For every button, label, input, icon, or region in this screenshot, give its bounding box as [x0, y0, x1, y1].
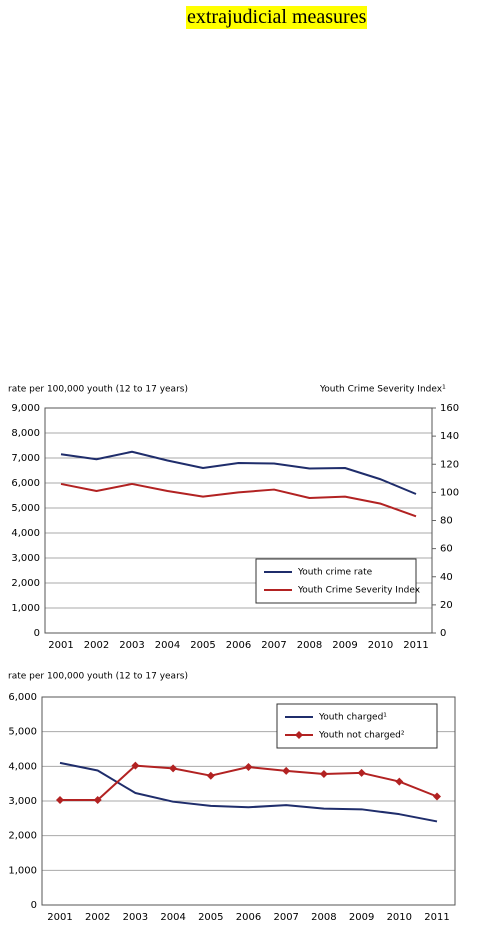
y2-tick-label: 140 — [440, 431, 459, 442]
legend-marker — [295, 731, 303, 739]
marker — [395, 777, 404, 786]
y-tick-label: 7,000 — [11, 453, 40, 464]
x-tick-label: 2011 — [424, 912, 449, 923]
x-tick-label: 2009 — [349, 912, 374, 923]
y-tick-label: 1,000 — [11, 603, 40, 614]
x-tick-label: 2005 — [198, 912, 223, 923]
series-line — [60, 482, 417, 518]
y-tick-label: 6,000 — [11, 478, 40, 489]
y-tick-label: 2,000 — [8, 831, 37, 842]
marker — [433, 792, 441, 801]
x-tick-label: 2002 — [84, 640, 109, 651]
legend-label: Youth not charged² — [318, 731, 405, 741]
y2-tick-label: 40 — [440, 572, 453, 583]
y-tick-label: 5,000 — [11, 503, 40, 514]
plot-frame — [44, 407, 433, 634]
y-tick-label: 0 — [34, 628, 40, 639]
marker — [319, 769, 328, 778]
y-tick-label: 0 — [31, 900, 37, 911]
series-line — [60, 450, 417, 495]
legend-box — [276, 703, 438, 749]
y-tick-label: 4,000 — [8, 761, 37, 772]
y-tick-label: 6,000 — [8, 692, 37, 703]
legend-label: Youth charged¹ — [318, 713, 387, 723]
marker — [244, 763, 253, 772]
x-tick-label: 2003 — [123, 912, 148, 923]
marker — [282, 766, 291, 775]
marker — [56, 795, 64, 804]
y2-tick-label: 160 — [440, 403, 459, 414]
x-tick-label: 2008 — [297, 640, 322, 651]
x-tick-label: 2010 — [368, 640, 393, 651]
x-tick-label: 2008 — [311, 912, 336, 923]
x-tick-label: 2007 — [273, 912, 298, 923]
x-tick-label: 2002 — [85, 912, 110, 923]
legend-label: Youth Crime Severity Index — [297, 586, 421, 596]
heading: extrajudicial measures — [186, 6, 368, 29]
x-tick-label: 2011 — [403, 640, 428, 651]
y-tick-label: 2,000 — [11, 578, 40, 589]
x-tick-label: 2009 — [332, 640, 357, 651]
y-tick-label: 9,000 — [11, 403, 40, 414]
x-tick-label: 2006 — [226, 640, 251, 651]
x-tick-label: 2001 — [48, 640, 73, 651]
x-tick-label: 2004 — [160, 912, 185, 923]
marker — [93, 795, 102, 804]
y-tick-label: 8,000 — [11, 428, 40, 439]
series-line — [59, 761, 438, 823]
y2-tick-label: 0 — [440, 628, 446, 639]
y-tick-label: 3,000 — [8, 796, 37, 807]
y-tick-label: 4,000 — [11, 528, 40, 539]
plot-frame — [41, 696, 456, 906]
y-axis-label: rate per 100,000 youth (12 to 17 years) — [8, 672, 188, 682]
y2-tick-label: 20 — [440, 600, 453, 611]
legend-label: Youth crime rate — [297, 568, 373, 578]
marker — [357, 768, 366, 777]
y2-tick-label: 100 — [440, 487, 459, 498]
y2-tick-label: 120 — [440, 459, 459, 470]
marker — [131, 761, 140, 770]
y-tick-label: 5,000 — [8, 727, 37, 738]
marker — [169, 764, 178, 773]
x-tick-label: 2010 — [387, 912, 412, 923]
x-tick-label: 2004 — [155, 640, 180, 651]
x-tick-label: 2005 — [190, 640, 215, 651]
y-tick-label: 3,000 — [11, 553, 40, 564]
x-tick-label: 2001 — [47, 912, 72, 923]
y2-tick-label: 80 — [440, 516, 453, 527]
marker — [206, 771, 215, 780]
y2-axis-label: Youth Crime Severity Index¹ — [319, 385, 446, 395]
legend-box — [255, 558, 417, 604]
x-tick-label: 2003 — [119, 640, 144, 651]
y-axis-label: rate per 100,000 youth (12 to 17 years) — [8, 385, 188, 395]
y-tick-label: 1,000 — [8, 865, 37, 876]
x-tick-label: 2007 — [261, 640, 286, 651]
x-tick-label: 2006 — [236, 912, 261, 923]
y2-tick-label: 60 — [440, 544, 453, 555]
